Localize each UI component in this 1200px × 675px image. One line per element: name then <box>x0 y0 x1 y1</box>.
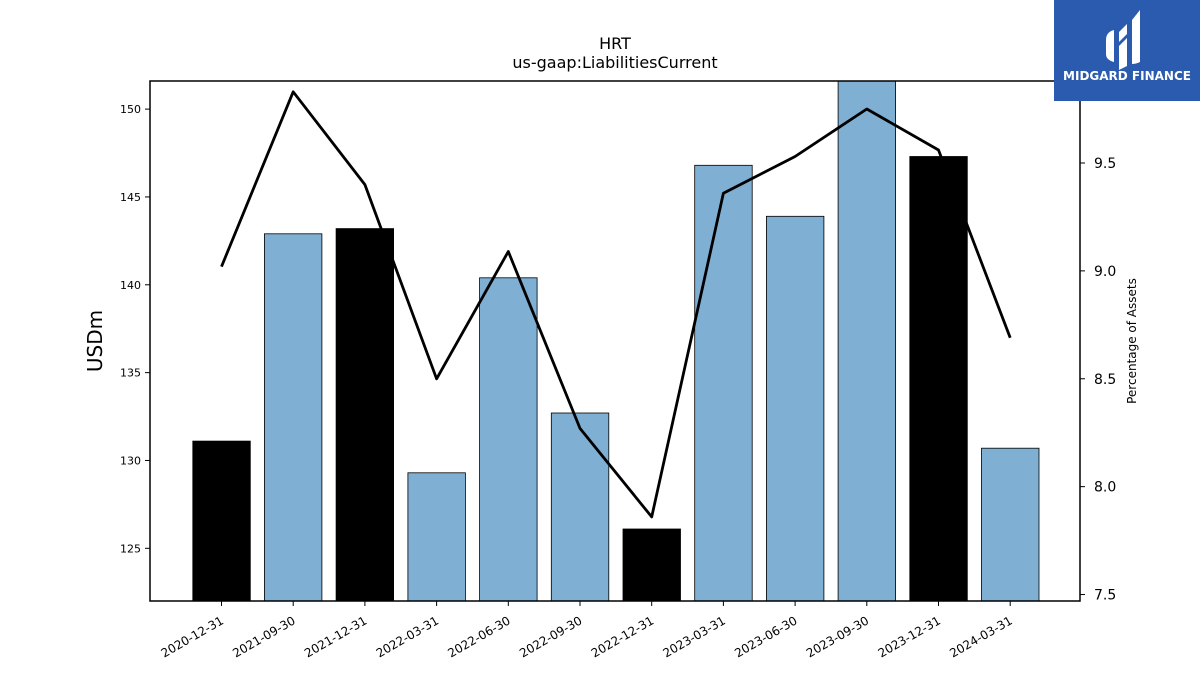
bar-2022-12-31 <box>622 528 681 602</box>
x-tick-label: 2020-12-31 <box>159 613 226 660</box>
left-axis: 125 130 135 140 145 150 <box>120 103 150 555</box>
bar-2022-03-31 <box>407 472 466 602</box>
midgard-finance-logo: MIDGARD FINANCE <box>1054 0 1200 101</box>
y-right-tick-label: 9.0 <box>1094 264 1116 280</box>
y-axis-right-label: Percentage of Assets <box>1125 278 1139 404</box>
x-tick-label: 2023-09-30 <box>804 613 871 660</box>
y-tick-label: 140 <box>120 279 141 292</box>
bar-2023-03-31 <box>694 164 753 602</box>
x-tick-label: 2022-12-31 <box>589 613 656 660</box>
chart-title: HRT <box>599 34 631 53</box>
y-right-tick-label: 9.5 <box>1094 156 1116 172</box>
bar-2022-09-30 <box>550 412 610 602</box>
x-tick-label: 2024-03-31 <box>947 613 1014 660</box>
x-tick-label: 2022-06-30 <box>445 613 512 660</box>
midgard-finance-logo-icon <box>1106 10 1140 70</box>
bars-layer <box>192 80 1040 602</box>
percentage-of-assets-line <box>220 90 1012 519</box>
y-right-tick-label: 7.5 <box>1094 588 1116 604</box>
x-tick-label: 2023-03-31 <box>660 613 727 660</box>
y-tick-label: 150 <box>120 103 141 116</box>
chart-subtitle: us-gaap:LiabilitiesCurrent <box>512 53 717 72</box>
bar-2023-12-31 <box>909 156 968 602</box>
y-right-tick-label: 8.0 <box>1094 480 1116 496</box>
x-tick-label: 2021-12-31 <box>302 613 369 660</box>
y-tick-label: 135 <box>120 367 141 380</box>
bar-2024-03-31 <box>981 447 1040 602</box>
y-tick-label: 130 <box>120 454 141 467</box>
bar-2023-09-30 <box>837 80 896 602</box>
right-axis: 7.5 8.0 8.5 9.0 9.5 <box>1080 156 1116 604</box>
y-tick-label: 145 <box>120 191 141 204</box>
y-axis-label: USDm <box>83 310 107 372</box>
bar-2021-09-30 <box>263 233 323 602</box>
x-tick-label: 2022-09-30 <box>517 613 584 660</box>
x-tick-label: 2022-03-31 <box>374 613 441 660</box>
plot-frame <box>149 80 1081 602</box>
line-layer <box>220 90 1012 519</box>
bar-2022-06-30 <box>479 277 538 602</box>
logo-text: MIDGARD FINANCE <box>1063 69 1191 83</box>
x-axis: 2020-12-31 2021-09-30 2021-12-31 2022-03-31… <box>159 601 1015 660</box>
x-tick-label: 2023-12-31 <box>876 613 943 660</box>
y-tick-label: 125 <box>120 542 141 555</box>
bar-2021-12-31 <box>335 228 395 602</box>
bar-2020-12-31 <box>192 440 251 602</box>
x-tick-label: 2023-06-30 <box>732 613 799 660</box>
bar-2023-06-30 <box>766 215 825 602</box>
y-right-tick-label: 8.5 <box>1094 372 1116 388</box>
x-tick-label: 2021-09-30 <box>230 613 297 660</box>
